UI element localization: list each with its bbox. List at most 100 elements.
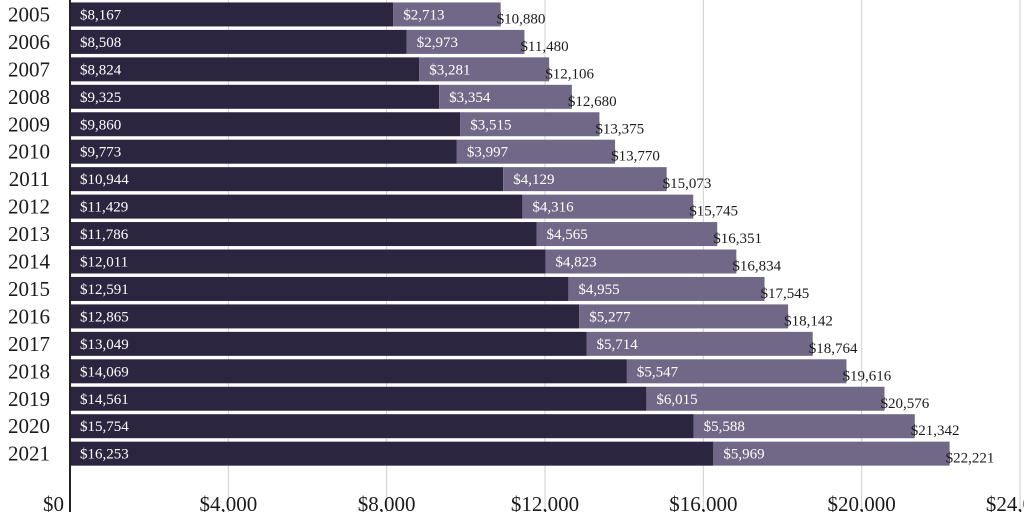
bar-segment-primary — [70, 359, 627, 384]
bar-segment-primary — [70, 194, 523, 219]
bar-total-label: $18,142 — [784, 313, 833, 329]
bar-segment-primary — [70, 29, 407, 54]
bar-segment-primary — [70, 57, 420, 82]
y-category-label: 2012 — [8, 195, 50, 219]
bar-label-secondary: $3,354 — [449, 90, 491, 106]
bar-total-label: $16,834 — [732, 259, 781, 275]
bar-segment-primary — [70, 331, 587, 356]
bar-label-primary: $9,325 — [80, 90, 121, 106]
y-category-label: 2019 — [8, 387, 50, 411]
x-tick-label: $16,000 — [669, 492, 737, 512]
y-category-label: 2008 — [8, 85, 50, 109]
bar-segment-primary — [70, 167, 504, 192]
bar-label-primary: $13,049 — [80, 337, 129, 353]
bar-total-label: $12,106 — [545, 66, 594, 82]
bar-total-label: $21,342 — [911, 423, 960, 439]
bar-label-secondary: $6,015 — [656, 392, 697, 408]
bar-segment-secondary — [522, 194, 694, 219]
y-category-label: 2015 — [8, 277, 50, 301]
bar-total-label: $22,221 — [946, 451, 995, 467]
bar-segment-secondary — [586, 331, 813, 356]
bar-segment-secondary — [545, 249, 737, 274]
bar-segment-secondary — [419, 57, 550, 82]
bar-label-secondary: $4,955 — [578, 282, 619, 298]
bar-segment-secondary — [460, 112, 600, 137]
bar-total-label: $10,880 — [497, 11, 546, 27]
x-tick-label: $4,000 — [199, 492, 257, 512]
bar-label-secondary: $5,277 — [589, 309, 631, 325]
bar-label-secondary: $5,969 — [723, 447, 764, 463]
y-category-label: 2014 — [8, 250, 51, 274]
x-axis-tick-labels: $0 $4,000 $8,000 $12,000 $16,000 $20,000 $24,0… — [43, 492, 1024, 512]
bar-segment-primary — [70, 139, 457, 164]
bar-segment-primary — [70, 112, 461, 137]
bar-segment-primary — [70, 414, 694, 439]
bar-label-primary: $8,508 — [80, 35, 121, 51]
bar-label-secondary: $4,316 — [532, 200, 574, 216]
bar-label-primary: $12,591 — [80, 282, 129, 298]
bar-label-primary: $15,754 — [80, 419, 129, 435]
bar-segment-secondary — [393, 2, 501, 27]
bar-segment-primary — [70, 304, 580, 329]
bar-label-primary: $16,253 — [80, 447, 129, 463]
bar-total-label: $20,576 — [880, 396, 929, 412]
y-category-label: 2020 — [8, 414, 50, 438]
bar-label-secondary: $5,714 — [597, 337, 639, 353]
bar-segment-secondary — [713, 441, 950, 466]
y-category-label: 2017 — [8, 332, 50, 356]
bar-label-primary: $12,865 — [80, 309, 129, 325]
bar-label-secondary: $4,823 — [555, 255, 596, 271]
bar-label-primary: $9,860 — [80, 117, 121, 133]
bar-segment-primary — [70, 276, 569, 301]
y-category-label: 2005 — [8, 2, 50, 26]
bar-segment-secondary — [406, 29, 525, 54]
bar-segment-secondary — [536, 222, 718, 247]
y-category-label: 2021 — [8, 442, 50, 466]
x-tick-label: $24,000 — [986, 492, 1024, 512]
data-labels: $7,289$2,661$9,950$8,167$2,713$10,880$8,… — [80, 7, 995, 467]
bar-label-primary: $11,786 — [80, 227, 129, 243]
bar-total-label: $15,745 — [689, 204, 738, 220]
bar-segment-secondary — [693, 414, 915, 439]
bar-label-secondary: $5,547 — [637, 364, 679, 380]
bar-segment-secondary — [456, 139, 616, 164]
bar-segment-primary — [70, 386, 647, 411]
bar-total-label: $17,545 — [760, 286, 809, 302]
bar-segment-primary — [70, 2, 394, 27]
x-tick-label: $0 — [43, 492, 64, 512]
y-category-label: 2010 — [8, 140, 50, 164]
bar-label-secondary: $4,565 — [547, 227, 588, 243]
bar-segment-secondary — [439, 84, 572, 109]
bar-total-label: $15,073 — [663, 176, 712, 192]
bar-segment-primary — [70, 84, 440, 109]
y-category-label: 2018 — [8, 359, 50, 383]
bar-segment-secondary — [568, 276, 765, 301]
bar-label-secondary: $2,713 — [403, 7, 444, 23]
bar-segment-secondary — [626, 359, 847, 384]
bar-label-primary: $11,429 — [80, 200, 128, 216]
bar-label-secondary: $5,588 — [704, 419, 745, 435]
x-tick-label: $8,000 — [358, 492, 416, 512]
bar-total-label: $13,770 — [611, 149, 660, 165]
bar-label-primary: $14,561 — [80, 392, 129, 408]
bar-label-primary: $8,167 — [80, 7, 122, 23]
bar-total-label: $19,616 — [842, 368, 891, 384]
bar-total-label: $18,764 — [809, 341, 858, 357]
bar-segment-primary — [70, 222, 537, 247]
y-category-label: 2016 — [8, 304, 50, 328]
y-category-label: 2011 — [9, 167, 50, 191]
bar-total-label: $16,351 — [713, 231, 762, 247]
bar-label-primary: $8,824 — [80, 62, 122, 78]
bar-total-label: $13,375 — [595, 121, 644, 137]
bar-label-secondary: $4,129 — [513, 172, 554, 188]
bar-segment-secondary — [503, 167, 667, 192]
bar-label-primary: $14,069 — [80, 364, 129, 380]
bar-label-secondary: $3,281 — [429, 62, 470, 78]
y-category-label: 2013 — [8, 222, 50, 246]
bar-segment-primary — [70, 441, 714, 466]
bars — [70, 2, 950, 466]
bar-label-primary: $9,773 — [80, 145, 121, 161]
bar-segment-secondary — [646, 386, 885, 411]
x-tick-label: $12,000 — [511, 492, 579, 512]
